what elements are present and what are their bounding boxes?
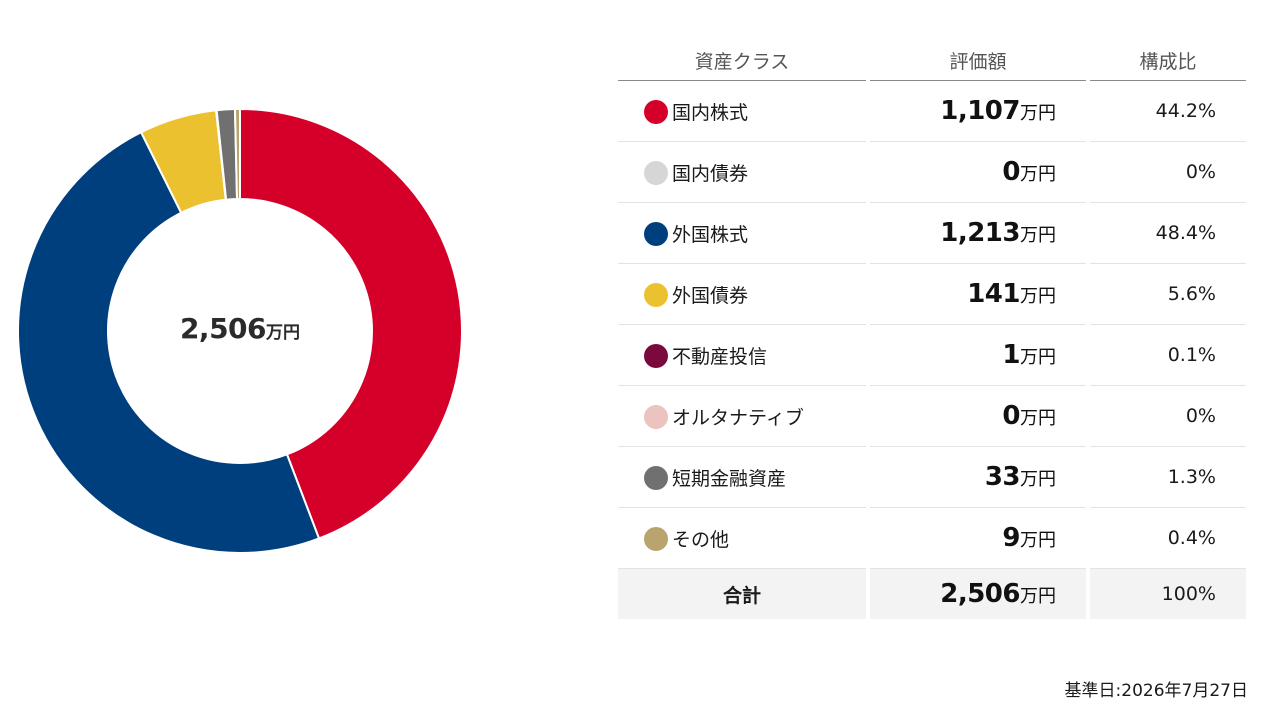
legend-dot-icon <box>644 465 668 490</box>
row-class-cell: その他 <box>618 508 866 569</box>
row-value: 0 <box>1002 401 1020 431</box>
table-row: 国内債券 0万円 0% <box>618 142 1246 203</box>
row-value-cell: 9万円 <box>870 508 1086 569</box>
total-label: 合計 <box>618 569 866 619</box>
row-ratio: 44.2% <box>1090 81 1246 142</box>
row-value-cell: 33万円 <box>870 447 1086 508</box>
row-unit: 万円 <box>1020 103 1056 124</box>
row-ratio: 0.4% <box>1090 508 1246 569</box>
table-row: 外国債券 141万円 5.6% <box>618 264 1246 325</box>
row-unit: 万円 <box>1020 225 1056 246</box>
table-row: 国内株式 1,107万円 44.2% <box>618 81 1246 142</box>
table-total-row: 合計 2,506万円 100% <box>618 569 1246 619</box>
total-value: 2,506 <box>940 579 1020 609</box>
row-class-cell: 外国株式 <box>618 203 866 264</box>
row-unit: 万円 <box>1020 408 1056 429</box>
row-class-cell: 国内株式 <box>618 81 866 142</box>
row-value: 1,213 <box>940 218 1020 248</box>
row-class-name: 国内株式 <box>672 101 749 124</box>
row-ratio: 0% <box>1090 142 1246 203</box>
row-value-cell: 0万円 <box>870 386 1086 447</box>
donut-center-total: 2,506万円 <box>0 312 480 345</box>
row-class-cell: 外国債券 <box>618 264 866 325</box>
legend-dot-icon <box>644 404 668 429</box>
row-class-name: 国内債券 <box>672 162 749 185</box>
row-unit: 万円 <box>1020 286 1056 307</box>
asset-table: 資産クラス 評価額 構成比 国内株式 1,107万円 44.2% 国内債券 0万… <box>614 40 1250 619</box>
donut-center-unit: 万円 <box>266 323 301 343</box>
row-value: 0 <box>1002 157 1020 187</box>
row-unit: 万円 <box>1020 469 1056 490</box>
header-ratio: 構成比 <box>1090 40 1246 81</box>
total-ratio: 100% <box>1090 569 1246 619</box>
table-row: 外国株式 1,213万円 48.4% <box>618 203 1246 264</box>
row-class-name: 外国債券 <box>672 284 749 307</box>
row-class-name: その他 <box>672 528 730 551</box>
row-class-cell: 不動産投信 <box>618 325 866 386</box>
donut-center-value: 2,506 <box>179 312 267 345</box>
row-unit: 万円 <box>1020 530 1056 551</box>
header-asset-class: 資産クラス <box>618 40 866 81</box>
row-ratio: 5.6% <box>1090 264 1246 325</box>
row-value: 9 <box>1002 523 1020 553</box>
donut-slice <box>239 107 463 540</box>
row-value: 1 <box>1002 340 1020 370</box>
legend-dot-icon <box>644 221 668 246</box>
row-value-cell: 141万円 <box>870 264 1086 325</box>
table-row: 不動産投信 1万円 0.1% <box>618 325 1246 386</box>
row-ratio: 0.1% <box>1090 325 1246 386</box>
row-class-name: 短期金融資産 <box>672 467 787 490</box>
row-value-cell: 1,213万円 <box>870 203 1086 264</box>
legend-dot-icon <box>644 343 668 368</box>
row-value: 141 <box>967 279 1020 309</box>
table-header-row: 資産クラス 評価額 構成比 <box>618 40 1246 81</box>
donut-chart <box>17 107 463 554</box>
legend-dot-icon <box>644 99 668 124</box>
row-class-cell: オルタナティブ <box>618 386 866 447</box>
row-ratio: 1.3% <box>1090 447 1246 508</box>
row-class-cell: 国内債券 <box>618 142 866 203</box>
legend-dot-icon <box>644 282 668 307</box>
row-value-cell: 1万円 <box>870 325 1086 386</box>
total-unit: 万円 <box>1020 586 1056 607</box>
legend-dot-icon <box>644 526 668 551</box>
row-unit: 万円 <box>1020 164 1056 185</box>
table-row: オルタナティブ 0万円 0% <box>618 386 1246 447</box>
row-value-cell: 0万円 <box>870 142 1086 203</box>
legend-dot-icon <box>644 160 668 185</box>
total-value-cell: 2,506万円 <box>870 569 1086 619</box>
row-value: 1,107 <box>940 96 1020 126</box>
row-value-cell: 1,107万円 <box>870 81 1086 142</box>
row-unit: 万円 <box>1020 347 1056 368</box>
row-class-name: 外国株式 <box>672 223 749 246</box>
header-valuation: 評価額 <box>870 40 1086 81</box>
row-class-name: 不動産投信 <box>672 345 768 368</box>
base-date: 基準日:2026年7月27日 <box>1064 681 1248 701</box>
donut-slice <box>17 130 321 554</box>
donut-slice <box>233 107 241 201</box>
table-row: 短期金融資産 33万円 1.3% <box>618 447 1246 508</box>
row-value: 33 <box>984 462 1021 492</box>
table-row: その他 9万円 0.4% <box>618 508 1246 569</box>
row-class-cell: 短期金融資産 <box>618 447 866 508</box>
row-ratio: 0% <box>1090 386 1246 447</box>
row-ratio: 48.4% <box>1090 203 1246 264</box>
row-class-name: オルタナティブ <box>672 406 804 429</box>
